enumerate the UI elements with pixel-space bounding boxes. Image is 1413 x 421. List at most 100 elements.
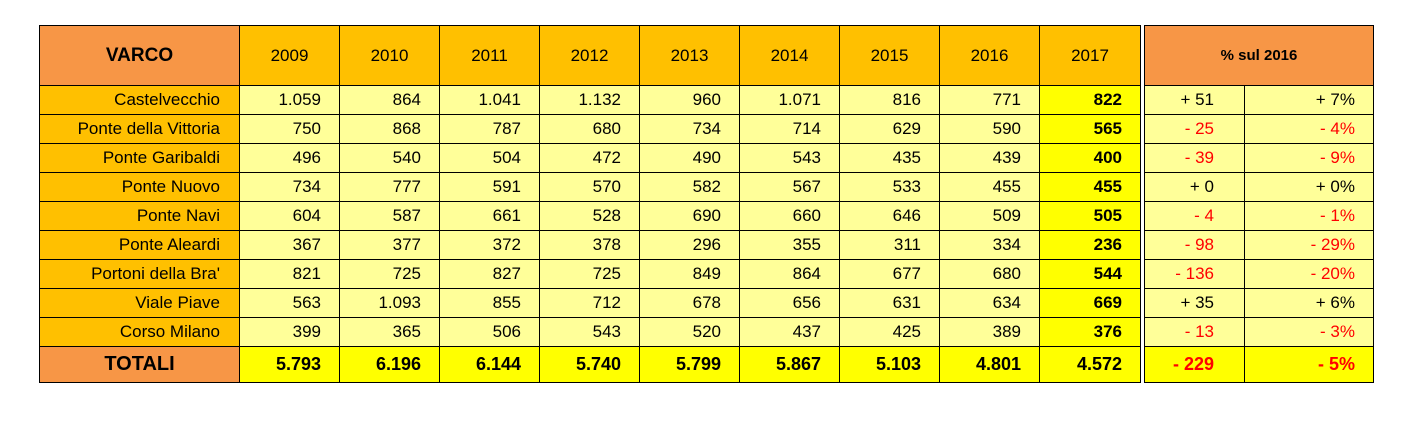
row-label: Castelvecchio (39, 85, 240, 115)
value-cell-2014: 656 (739, 288, 840, 318)
pct-cell: - 1% (1244, 201, 1374, 231)
pct-row: - 39- 9% (1144, 143, 1374, 173)
value-cell-2009: 1.059 (239, 85, 340, 115)
value-cell-2016: 334 (939, 230, 1040, 260)
value-cell-2010: 777 (339, 172, 440, 202)
total-delta-cell: - 229 (1144, 346, 1245, 383)
total-cell-2010: 6.196 (339, 346, 440, 383)
value-cell-2015: 646 (839, 201, 940, 231)
header-row: VARCO 2009 2010 2011 2012 2013 2014 2015 2016 201… (39, 25, 1141, 86)
row-label: Portoni della Bra' (39, 259, 240, 289)
total-cell-2014: 5.867 (739, 346, 840, 383)
pct-cell: - 29% (1244, 230, 1374, 260)
pct-row: - 13- 3% (1144, 317, 1374, 347)
value-cell-2010: 868 (339, 114, 440, 144)
value-cell-2014: 1.071 (739, 85, 840, 115)
value-cell-2013: 960 (639, 85, 740, 115)
value-cell-2016: 509 (939, 201, 1040, 231)
value-cell-2017: 455 (1039, 172, 1141, 202)
pct-cell: - 9% (1244, 143, 1374, 173)
delta-cell: - 136 (1144, 259, 1245, 289)
value-cell-2012: 1.132 (539, 85, 640, 115)
value-cell-2013: 296 (639, 230, 740, 260)
year-header-2016: 2016 (939, 25, 1040, 86)
value-cell-2011: 661 (439, 201, 540, 231)
value-cell-2010: 587 (339, 201, 440, 231)
table-row: Ponte della Vittoria 750 868 787 680 734 714 62… (39, 114, 1141, 144)
year-header-2014: 2014 (739, 25, 840, 86)
delta-cell: - 39 (1144, 143, 1245, 173)
pct-row: - 136- 20% (1144, 259, 1374, 289)
value-cell-2013: 678 (639, 288, 740, 318)
year-header-2013: 2013 (639, 25, 740, 86)
value-cell-2017: 400 (1039, 143, 1141, 173)
total-cell-2013: 5.799 (639, 346, 740, 383)
table-row: Ponte Nuovo 734 777 591 570 582 567 533 455 455 (39, 172, 1141, 202)
table-row: Viale Piave 563 1.093 855 712 678 656 631 634 669 (39, 288, 1141, 318)
delta-cell: - 98 (1144, 230, 1245, 260)
value-cell-2014: 355 (739, 230, 840, 260)
value-cell-2009: 821 (239, 259, 340, 289)
percent-change-table: % sul 2016 + 51 + 7% - 25- 4% - 39- 9% + 0 + 0… (1144, 25, 1374, 383)
value-cell-2014: 660 (739, 201, 840, 231)
header-varco: VARCO (39, 25, 240, 86)
row-label: Ponte Nuovo (39, 172, 240, 202)
value-cell-2017: 669 (1039, 288, 1141, 318)
total-cell-2017: 4.572 (1039, 346, 1141, 383)
value-cell-2015: 631 (839, 288, 940, 318)
value-cell-2016: 771 (939, 85, 1040, 115)
value-cell-2010: 725 (339, 259, 440, 289)
row-label: Corso Milano (39, 317, 240, 347)
value-cell-2017: 544 (1039, 259, 1141, 289)
value-cell-2015: 533 (839, 172, 940, 202)
pct-cell: + 6% (1244, 288, 1374, 318)
value-cell-2013: 490 (639, 143, 740, 173)
delta-cell: - 13 (1144, 317, 1245, 347)
value-cell-2016: 439 (939, 143, 1040, 173)
value-cell-2013: 690 (639, 201, 740, 231)
value-cell-2012: 528 (539, 201, 640, 231)
value-cell-2012: 680 (539, 114, 640, 144)
totals-label: TOTALI (39, 346, 240, 383)
pct-row: + 0 + 0% (1144, 172, 1374, 202)
value-cell-2011: 787 (439, 114, 540, 144)
value-cell-2012: 378 (539, 230, 640, 260)
value-cell-2009: 750 (239, 114, 340, 144)
pct-cell: + 7% (1244, 85, 1374, 115)
value-cell-2013: 520 (639, 317, 740, 347)
value-cell-2011: 504 (439, 143, 540, 173)
year-header-2010: 2010 (339, 25, 440, 86)
pct-cell: - 20% (1244, 259, 1374, 289)
value-cell-2015: 425 (839, 317, 940, 347)
value-cell-2011: 855 (439, 288, 540, 318)
year-header-2009: 2009 (239, 25, 340, 86)
year-header-2017: 2017 (1039, 25, 1141, 86)
value-cell-2011: 591 (439, 172, 540, 202)
row-label: Ponte Garibaldi (39, 143, 240, 173)
delta-cell: - 4 (1144, 201, 1245, 231)
pct-cell: - 3% (1244, 317, 1374, 347)
value-cell-2014: 437 (739, 317, 840, 347)
traffic-table: VARCO 2009 2010 2011 2012 2013 2014 2015 2016 201… (39, 25, 1141, 383)
total-pct-cell: - 5% (1244, 346, 1374, 383)
value-cell-2010: 864 (339, 85, 440, 115)
value-cell-2012: 570 (539, 172, 640, 202)
value-cell-2017: 505 (1039, 201, 1141, 231)
pct-row: - 98- 29% (1144, 230, 1374, 260)
row-label: Ponte Navi (39, 201, 240, 231)
value-cell-2017: 236 (1039, 230, 1141, 260)
value-cell-2014: 864 (739, 259, 840, 289)
row-label: Ponte Aleardi (39, 230, 240, 260)
value-cell-2010: 365 (339, 317, 440, 347)
value-cell-2014: 714 (739, 114, 840, 144)
value-cell-2016: 634 (939, 288, 1040, 318)
value-cell-2009: 734 (239, 172, 340, 202)
value-cell-2017: 376 (1039, 317, 1141, 347)
total-cell-2016: 4.801 (939, 346, 1040, 383)
pct-row: + 51 + 7% (1144, 85, 1374, 115)
total-cell-2015: 5.103 (839, 346, 940, 383)
total-cell-2011: 6.144 (439, 346, 540, 383)
value-cell-2015: 816 (839, 85, 940, 115)
pct-row: - 25- 4% (1144, 114, 1374, 144)
value-cell-2013: 849 (639, 259, 740, 289)
